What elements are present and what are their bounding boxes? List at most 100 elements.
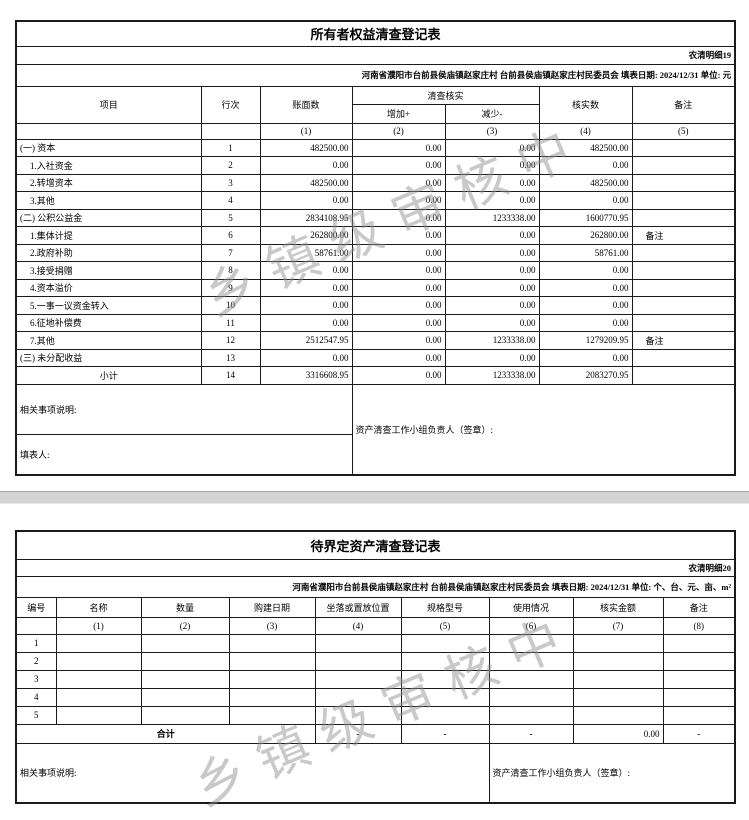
- table-row: 2.转增资本 3 482500.00 0.00 0.00 482500.00: [15, 173, 736, 192]
- cell-remark: [631, 138, 736, 157]
- cell-remark: [631, 208, 736, 227]
- totals-usage: -: [488, 723, 574, 744]
- col-header-location: 坐落或置放位置: [314, 596, 402, 618]
- cell-book: 2834108.95: [259, 208, 353, 227]
- table-row: (一) 资本 1 482500.00 0.00 0.00 482500.00: [15, 138, 736, 157]
- cell-empty: [400, 687, 490, 707]
- table-row: 6.征地补偿费 11 0.00 0.00 0.00 0.00: [15, 313, 736, 332]
- cell-row-no: 7: [200, 243, 261, 262]
- table-row: 3.其他 4 0.00 0.00 0.00 0.00: [15, 191, 736, 210]
- totals-remark: -: [662, 723, 736, 744]
- col-header-increase: 增加+: [351, 103, 446, 124]
- cell-item: 2.转增资本: [15, 173, 202, 192]
- cell-decrease: 0.00: [444, 296, 540, 315]
- cell-item: (二) 公积公益金: [15, 208, 202, 227]
- cell-serial: 4: [15, 687, 57, 707]
- cell-increase: 0.00: [351, 296, 446, 315]
- cell-increase: 0.00: [351, 138, 446, 157]
- cell-remark: 备注: [631, 331, 736, 350]
- form1-title: 所有者权益清查登记表: [15, 20, 736, 47]
- page-separator: [0, 491, 749, 504]
- col-header-purchase-date: 购建日期: [228, 596, 316, 618]
- cell-empty: [572, 687, 664, 707]
- cell-decrease: 0.00: [444, 261, 540, 280]
- cell-row-no: 4: [200, 191, 261, 210]
- index-cell: (8): [662, 616, 736, 635]
- col-header-item: 项目: [15, 85, 202, 124]
- cell-increase: 0.00: [351, 278, 446, 297]
- table-row: 3.接受捐赠 8 0.00 0.00 0.00 0.00: [15, 261, 736, 280]
- table-row: (三) 未分配收益 13 0.00 0.00 0.00 0.00: [15, 348, 736, 367]
- col-header-serial: 编号: [15, 596, 57, 618]
- cell-empty: [140, 669, 230, 689]
- table-row: 5: [15, 705, 736, 725]
- cell-row-no: 1: [200, 138, 261, 157]
- cell-row-no: 2: [200, 156, 261, 175]
- cell-book: 58761.00: [259, 243, 353, 262]
- cell-increase: 0.00: [351, 226, 446, 245]
- cell-decrease: 0.00: [444, 348, 540, 367]
- table-row: 4.资本溢价 9 0.00 0.00 0.00 0.00: [15, 278, 736, 297]
- col-header-usage: 使用情况: [488, 596, 574, 618]
- cell-book: 0.00: [259, 348, 353, 367]
- cell-empty: [572, 705, 664, 725]
- totals-row: 合计 - - - 0.00 -: [15, 723, 736, 744]
- cell-decrease: 0.00: [444, 191, 540, 210]
- cell-empty: [140, 687, 230, 707]
- form1-code: 农清明细19: [15, 45, 736, 65]
- cell-empty: [140, 705, 230, 725]
- cell-remark: [631, 243, 736, 262]
- index-cell: [15, 122, 202, 140]
- cell-serial: 5: [15, 705, 57, 725]
- cell-verified: 0.00: [538, 296, 633, 315]
- cell-remark: [631, 313, 736, 332]
- table-row: 3: [15, 669, 736, 689]
- index-cell: (5): [631, 122, 736, 140]
- totals-spec: -: [400, 723, 490, 744]
- index-cell: (4): [538, 122, 633, 140]
- cell-book: 0.00: [259, 261, 353, 280]
- cell-empty: [55, 669, 142, 689]
- index-cell: (1): [55, 616, 142, 635]
- cell-empty: [662, 651, 736, 671]
- cell-empty: [488, 651, 574, 671]
- form2-code: 农清明细20: [15, 558, 736, 577]
- cell-empty: [55, 687, 142, 707]
- cell-item: 1.入社资金: [15, 156, 202, 175]
- form2-title: 待界定资产清查登记表: [15, 530, 736, 560]
- cell-decrease: 1233338.00: [444, 208, 540, 227]
- cell-increase: 0.00: [351, 191, 446, 210]
- cell-remark: [631, 191, 736, 210]
- cell-book: 0.00: [259, 296, 353, 315]
- table-row: 1.入社资金 2 0.00 0.00 0.00 0.00: [15, 156, 736, 175]
- cell-empty: [314, 633, 402, 653]
- cell-remark: 备注: [631, 226, 736, 245]
- cell-row-no: 6: [200, 226, 261, 245]
- cell-decrease: 0.00: [444, 243, 540, 262]
- cell-decrease: 1233338.00: [444, 331, 540, 350]
- pending-assets-table: 待界定资产清查登记表 农清明细20 河南省濮阳市台前县侯庙镇赵家庄村 台前县侯庙…: [15, 530, 737, 804]
- cell-empty: [488, 633, 574, 653]
- cell-increase: 0.00: [351, 243, 446, 262]
- cell-empty: [400, 633, 490, 653]
- cell-empty: [572, 669, 664, 689]
- col-header-row-no: 行次: [200, 85, 261, 124]
- cell-decrease: 0.00: [444, 278, 540, 297]
- cell-empty: [228, 633, 316, 653]
- table-row: 5.一事一议资金转入 10 0.00 0.00 0.00 0.00: [15, 296, 736, 315]
- cell-verified: 0.00: [538, 156, 633, 175]
- table-row: 1: [15, 633, 736, 653]
- cell-increase: 0.00: [351, 156, 446, 175]
- col-header-verify-group: 清查核实: [351, 85, 540, 105]
- totals-label: 合计: [15, 723, 316, 744]
- table-row: 7.其他 12 2512547.95 0.00 1233338.00 12792…: [15, 331, 736, 350]
- table-row: 2: [15, 651, 736, 671]
- cell-row-no: 3: [200, 173, 261, 192]
- cell-verified: 0.00: [538, 313, 633, 332]
- cell-book: 0.00: [259, 313, 353, 332]
- cell-serial: 3: [15, 669, 57, 689]
- cell-empty: [228, 705, 316, 725]
- cell-verified: 58761.00: [538, 243, 633, 262]
- cell-row-no: 10: [200, 296, 261, 315]
- cell-decrease: 0.00: [444, 313, 540, 332]
